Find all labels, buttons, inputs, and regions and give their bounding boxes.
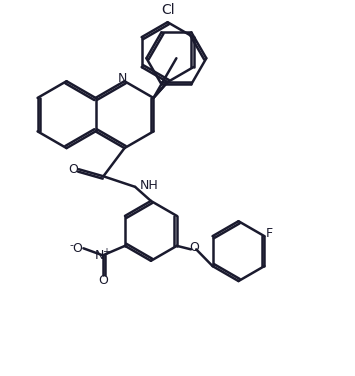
Text: O: O xyxy=(69,163,78,176)
Text: O: O xyxy=(189,241,199,254)
Text: N: N xyxy=(118,72,127,85)
Text: F: F xyxy=(266,227,273,240)
Text: NH: NH xyxy=(139,179,158,192)
Text: -: - xyxy=(70,240,74,250)
Text: N: N xyxy=(94,249,104,262)
Text: Cl: Cl xyxy=(161,3,174,17)
Text: +: + xyxy=(102,247,110,257)
Text: O: O xyxy=(98,273,108,287)
Text: O: O xyxy=(72,242,82,255)
